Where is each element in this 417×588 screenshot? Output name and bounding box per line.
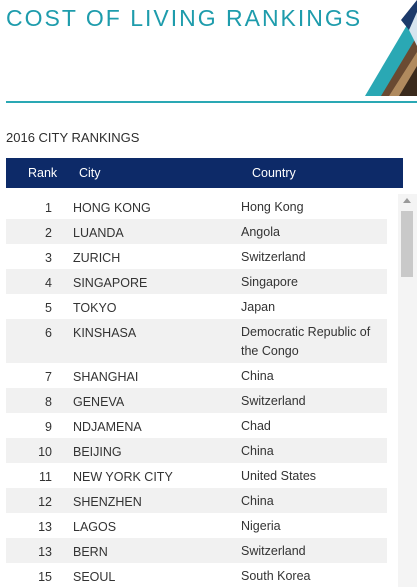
cell-city: NDJAMENA: [73, 420, 142, 434]
table-row: 11 NEW YORK CITY United States: [6, 463, 387, 488]
cell-country: Chad: [241, 419, 271, 433]
cell-rank: 13: [38, 545, 52, 559]
table-row: 1 HONG KONG Hong Kong: [6, 194, 387, 219]
cell-rank: 3: [45, 251, 52, 265]
column-header-city: City: [79, 166, 101, 180]
cell-country: Democratic Republic of the Congo: [241, 325, 371, 358]
cell-city: BEIJING: [73, 445, 122, 459]
cell-country: China: [241, 369, 274, 383]
cell-country: Switzerland: [241, 394, 306, 408]
cell-city: SHANGHAI: [73, 370, 139, 384]
cell-rank: 5: [45, 301, 52, 315]
cell-country: Switzerland: [241, 544, 306, 558]
cell-rank: 12: [38, 495, 52, 509]
cell-rank: 10: [38, 445, 52, 459]
cell-rank: 1: [45, 201, 52, 215]
cell-rank: 15: [38, 570, 52, 584]
cell-rank: 13: [38, 520, 52, 534]
table-row: 7 SHANGHAI China: [6, 363, 387, 388]
table-row: 12 SHENZHEN China: [6, 488, 387, 513]
scrollbar-thumb[interactable]: [401, 211, 413, 277]
table-row: 13 BERN Switzerland: [6, 538, 387, 563]
cell-rank: 8: [45, 395, 52, 409]
table-row: 3 ZURICH Switzerland: [6, 244, 387, 269]
column-header-rank: Rank: [28, 166, 58, 180]
cell-city: SHENZHEN: [73, 495, 142, 509]
cell-country: Hong Kong: [241, 200, 304, 214]
cell-rank: 7: [45, 370, 52, 384]
cell-country: China: [241, 494, 274, 508]
table-row: 10 BEIJING China: [6, 438, 387, 463]
table-header: Rank City Country: [6, 158, 403, 188]
rankings-table-body: 1 HONG KONG Hong Kong 2 LUANDA Angola 3 …: [6, 194, 387, 588]
cell-rank: 9: [45, 420, 52, 434]
vertical-scrollbar[interactable]: [398, 194, 417, 587]
cell-city: HONG KONG: [73, 201, 151, 215]
column-header-country: Country: [252, 166, 296, 180]
cell-rank: 6: [45, 326, 52, 340]
table-row: 2 LUANDA Angola: [6, 219, 387, 244]
cell-country: United States: [241, 469, 317, 483]
cell-rank: 11: [39, 470, 52, 484]
cell-city: NEW YORK CITY: [73, 470, 173, 484]
section-subtitle: 2016 CITY RANKINGS: [6, 130, 140, 145]
cell-city: ZURICH: [73, 251, 121, 265]
cell-country: Japan: [241, 300, 276, 314]
cell-rank: 4: [45, 276, 52, 290]
table-row: 9 NDJAMENA Chad: [6, 413, 387, 438]
page-title: COST OF LIVING RANKINGS: [6, 5, 363, 31]
cell-rank: 2: [45, 226, 52, 240]
table-row: 13 LAGOS Nigeria: [6, 513, 387, 538]
cell-country: Singapore: [241, 275, 298, 289]
cell-city: LUANDA: [73, 226, 124, 240]
header-divider: [6, 101, 417, 103]
cell-country: Nigeria: [241, 519, 281, 533]
table-row: 4 SINGAPORE Singapore: [6, 269, 387, 294]
table-row: 5 TOKYO Japan: [6, 294, 387, 319]
cell-city: SEOUL: [73, 570, 116, 584]
table-row: 8 GENEVA Switzerland: [6, 388, 387, 413]
cell-country: Switzerland: [241, 250, 306, 264]
cell-city: BERN: [73, 545, 108, 559]
cell-country: South Korea: [241, 569, 311, 583]
cell-city: LAGOS: [73, 520, 117, 534]
table-row: 6 KINSHASA Democratic Republic of the Co…: [6, 319, 387, 363]
scroll-up-arrow-icon[interactable]: [403, 198, 411, 203]
cell-country: Angola: [241, 225, 280, 239]
cell-country: China: [241, 444, 274, 458]
cell-city: GENEVA: [73, 395, 125, 409]
cell-city: SINGAPORE: [73, 276, 148, 290]
table-row: 15 SEOUL South Korea: [6, 563, 387, 588]
cell-city: TOKYO: [73, 301, 117, 315]
corner-collage-image: [359, 0, 417, 98]
cell-city: KINSHASA: [73, 326, 137, 340]
